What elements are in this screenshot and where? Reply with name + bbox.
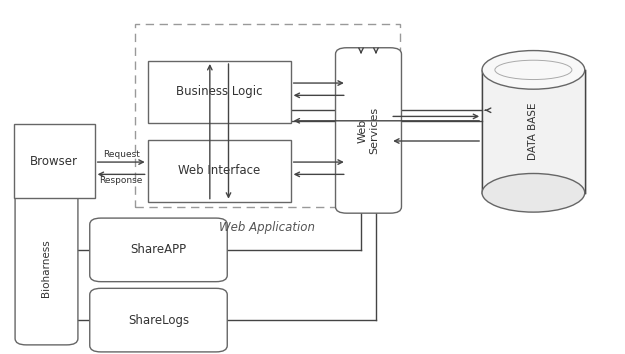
Text: DATA BASE: DATA BASE	[528, 103, 538, 160]
Text: ShareAPP: ShareAPP	[131, 244, 186, 256]
Ellipse shape	[482, 173, 585, 212]
Ellipse shape	[482, 51, 585, 89]
Text: Business Logic: Business Logic	[176, 85, 262, 98]
Text: Web Application: Web Application	[219, 221, 316, 234]
Bar	[482, 70, 585, 193]
Text: Web
Services: Web Services	[357, 107, 379, 154]
FancyBboxPatch shape	[336, 48, 401, 213]
FancyBboxPatch shape	[15, 192, 78, 345]
Text: ShareLogs: ShareLogs	[128, 314, 189, 327]
Bar	[14, 124, 95, 198]
Text: Browser: Browser	[30, 155, 78, 168]
Bar	[135, 24, 399, 207]
FancyBboxPatch shape	[90, 289, 228, 352]
Bar	[148, 61, 291, 122]
Bar	[148, 140, 291, 201]
Text: Bioharness: Bioharness	[41, 239, 51, 297]
Text: Request: Request	[102, 149, 139, 159]
Text: Response: Response	[99, 176, 143, 185]
Text: Web Interface: Web Interface	[178, 164, 260, 177]
FancyBboxPatch shape	[90, 218, 228, 282]
Bar	[482, 70, 585, 193]
